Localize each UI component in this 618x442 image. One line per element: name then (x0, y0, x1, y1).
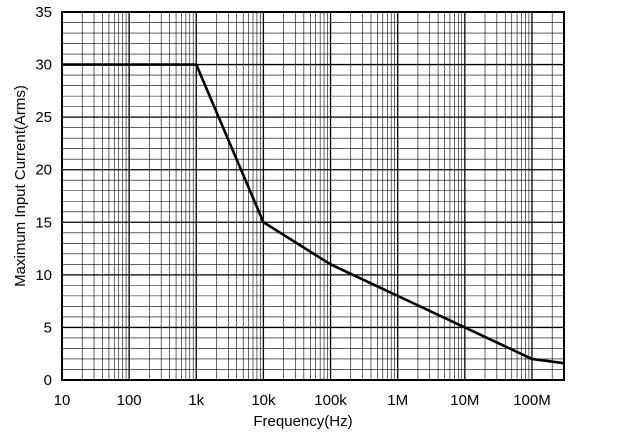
y-tick-label: 5 (44, 319, 52, 336)
x-tick-labels: 10 100 1k 10k 100k 1M 10M 100M (54, 392, 551, 409)
x-tick-label: 1k (188, 392, 204, 409)
x-tick-label: 10M (450, 392, 479, 409)
y-tick-label: 30 (35, 57, 52, 74)
series-line (62, 63, 565, 365)
x-tick-label: 100k (314, 392, 347, 409)
y-tick-label: 25 (35, 109, 52, 126)
x-tick-label: 10k (251, 392, 276, 409)
x-axis-label: Frequency(Hz) (253, 413, 352, 430)
y-tick-labels: 0 5 10 15 20 25 30 35 (35, 4, 52, 389)
y-tick-label: 10 (35, 267, 52, 284)
x-tick-label: 10 (54, 392, 71, 409)
plot-frame (61, 11, 565, 381)
y-tick-label: 20 (35, 162, 52, 179)
series-group (62, 63, 565, 365)
y-tick-label: 35 (35, 4, 52, 21)
y-tick-label: 0 (44, 372, 52, 389)
x-tick-label: 100M (513, 392, 551, 409)
grid (61, 11, 565, 381)
y-axis-label: Maximum Input Current(Arms) (12, 85, 29, 287)
y-tick-label: 15 (35, 214, 52, 231)
x-tick-label: 100 (117, 392, 142, 409)
x-tick-label: 1M (387, 392, 408, 409)
